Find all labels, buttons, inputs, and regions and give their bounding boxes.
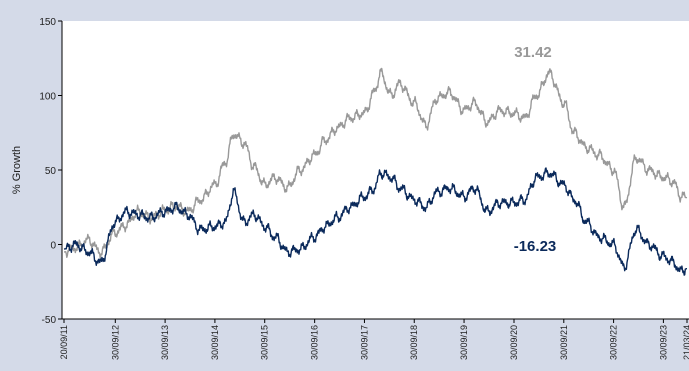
x-tick-label: 30/09/14 xyxy=(210,325,220,360)
x-axis: 20/09/11 30/09/12 30/09/13 30/09/14 30/09/15… xyxy=(59,318,689,360)
x-tick-label: 30/09/13 xyxy=(160,325,170,360)
plot-area xyxy=(62,21,689,319)
y-tick-label: 50 xyxy=(45,166,57,177)
y-axis-label: % Growth xyxy=(11,146,23,194)
x-tick-label: 30/09/15 xyxy=(260,325,270,360)
series-b-end-label: -16.23 xyxy=(514,238,557,255)
series-a-end-label: 31.42 xyxy=(514,44,552,61)
y-tick-label: 100 xyxy=(39,92,56,103)
series-a-line xyxy=(63,67,688,259)
x-tick-label: 30/09/19 xyxy=(459,325,469,360)
header-strip xyxy=(0,0,689,20)
series-b-line xyxy=(63,167,688,276)
x-tick-label: 30/09/16 xyxy=(310,325,320,360)
series-group xyxy=(63,67,688,276)
x-tick-label: 30/09/23 xyxy=(658,325,668,360)
x-tick-label: 30/09/22 xyxy=(609,325,619,360)
y-axis: -50 0 50 100 150 xyxy=(39,17,63,326)
x-tick-label: 30/09/20 xyxy=(509,325,519,360)
x-tick-label: 30/09/18 xyxy=(409,325,419,360)
x-tick-label: 30/09/12 xyxy=(110,325,120,360)
x-tick-label: 21/03/24 xyxy=(682,325,689,360)
y-tick-label: -50 xyxy=(42,315,57,326)
y-tick-label: 150 xyxy=(39,17,56,28)
y-tick-label: 0 xyxy=(50,241,56,252)
x-tick-label: 30/09/17 xyxy=(359,325,369,360)
x-tick-label: 30/09/21 xyxy=(559,325,569,360)
x-tick-label: 20/09/11 xyxy=(59,325,69,359)
